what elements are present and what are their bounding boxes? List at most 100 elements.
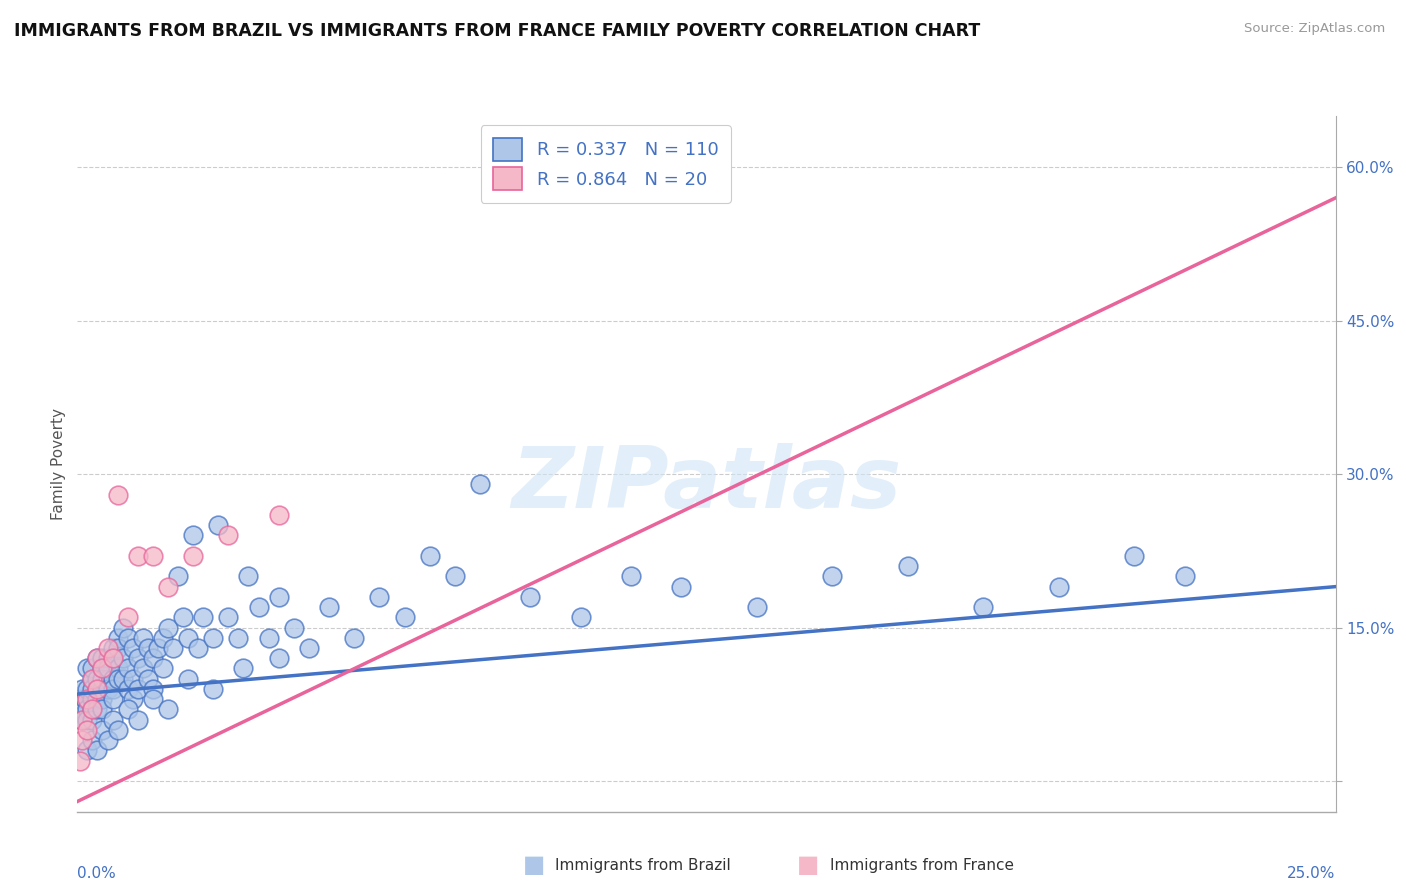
Point bbox=[86, 692, 108, 706]
Point bbox=[117, 702, 139, 716]
Point bbox=[1123, 549, 1146, 563]
Point bbox=[117, 610, 139, 624]
Point bbox=[343, 631, 366, 645]
Point bbox=[82, 681, 104, 696]
Point bbox=[107, 487, 129, 501]
Point bbox=[82, 661, 104, 675]
Point bbox=[101, 651, 124, 665]
Point bbox=[86, 651, 108, 665]
Point bbox=[132, 661, 155, 675]
Point bbox=[127, 549, 149, 563]
Point bbox=[96, 681, 118, 696]
Point bbox=[1174, 569, 1197, 583]
Point bbox=[91, 661, 114, 675]
Point bbox=[146, 640, 169, 655]
Point bbox=[86, 702, 108, 716]
Point bbox=[142, 549, 165, 563]
Point bbox=[107, 661, 129, 675]
Point bbox=[111, 672, 134, 686]
Point bbox=[142, 692, 165, 706]
Point bbox=[217, 528, 239, 542]
Point bbox=[82, 672, 104, 686]
Point bbox=[167, 569, 190, 583]
Point bbox=[72, 733, 94, 747]
Point bbox=[117, 631, 139, 645]
Point bbox=[136, 640, 159, 655]
Point bbox=[142, 651, 165, 665]
Point bbox=[152, 661, 174, 675]
Legend: R = 0.337   N = 110, R = 0.864   N = 20: R = 0.337 N = 110, R = 0.864 N = 20 bbox=[481, 125, 731, 203]
Point bbox=[232, 661, 254, 675]
Point bbox=[156, 580, 179, 594]
Text: Immigrants from France: Immigrants from France bbox=[830, 858, 1014, 872]
Point bbox=[107, 672, 129, 686]
Point bbox=[72, 681, 94, 696]
Point bbox=[156, 702, 179, 716]
Point bbox=[82, 702, 104, 716]
Text: 25.0%: 25.0% bbox=[1288, 866, 1336, 881]
Point bbox=[127, 681, 149, 696]
Point bbox=[181, 528, 204, 542]
Text: 0.0%: 0.0% bbox=[77, 866, 117, 881]
Point bbox=[121, 640, 143, 655]
Point bbox=[76, 702, 98, 716]
Point bbox=[76, 692, 98, 706]
Point bbox=[127, 713, 149, 727]
Point bbox=[76, 723, 98, 737]
Point bbox=[82, 713, 104, 727]
Point bbox=[172, 610, 194, 624]
Point bbox=[91, 692, 114, 706]
Point bbox=[468, 477, 491, 491]
Point bbox=[96, 651, 118, 665]
Point bbox=[86, 672, 108, 686]
Point bbox=[76, 713, 98, 727]
Point bbox=[267, 590, 290, 604]
Point bbox=[96, 640, 118, 655]
Point bbox=[444, 569, 467, 583]
Text: Source: ZipAtlas.com: Source: ZipAtlas.com bbox=[1244, 22, 1385, 36]
Point bbox=[73, 692, 96, 706]
Point bbox=[228, 631, 250, 645]
Point bbox=[671, 580, 693, 594]
Point bbox=[177, 672, 200, 686]
Point bbox=[86, 681, 108, 696]
Point bbox=[72, 713, 94, 727]
Point bbox=[121, 692, 143, 706]
Point bbox=[136, 672, 159, 686]
Text: IMMIGRANTS FROM BRAZIL VS IMMIGRANTS FROM FRANCE FAMILY POVERTY CORRELATION CHAR: IMMIGRANTS FROM BRAZIL VS IMMIGRANTS FRO… bbox=[14, 22, 980, 40]
Point bbox=[107, 640, 129, 655]
Point bbox=[69, 754, 91, 768]
Point bbox=[69, 692, 91, 706]
Point bbox=[76, 743, 98, 757]
Point bbox=[177, 631, 200, 645]
Point bbox=[267, 508, 290, 522]
Point bbox=[91, 702, 114, 716]
Point bbox=[86, 681, 108, 696]
Point bbox=[101, 713, 124, 727]
Point bbox=[91, 661, 114, 675]
Text: ZIPatlas: ZIPatlas bbox=[512, 443, 901, 526]
Point bbox=[132, 631, 155, 645]
Point bbox=[127, 651, 149, 665]
Point bbox=[238, 569, 260, 583]
Point bbox=[86, 743, 108, 757]
Text: ■: ■ bbox=[523, 854, 546, 877]
Point bbox=[91, 672, 114, 686]
Point bbox=[101, 681, 124, 696]
Point bbox=[187, 640, 209, 655]
Point bbox=[82, 692, 104, 706]
Point bbox=[72, 702, 94, 716]
Point bbox=[107, 723, 129, 737]
Point bbox=[91, 681, 114, 696]
Point bbox=[91, 651, 114, 665]
Point bbox=[152, 631, 174, 645]
Point bbox=[76, 681, 98, 696]
Text: Immigrants from Brazil: Immigrants from Brazil bbox=[555, 858, 731, 872]
Point bbox=[101, 640, 124, 655]
Point bbox=[142, 681, 165, 696]
Point bbox=[121, 672, 143, 686]
Point bbox=[283, 621, 305, 635]
Point bbox=[156, 621, 179, 635]
Point bbox=[96, 661, 118, 675]
Point bbox=[207, 518, 229, 533]
